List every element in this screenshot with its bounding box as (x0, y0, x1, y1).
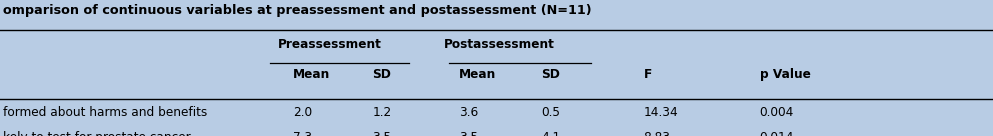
Text: 1.2: 1.2 (372, 106, 391, 119)
Text: F: F (643, 68, 651, 81)
Text: 7.3: 7.3 (293, 131, 312, 136)
Text: Mean: Mean (293, 68, 331, 81)
Text: 4.1: 4.1 (541, 131, 560, 136)
Text: 0.004: 0.004 (760, 106, 794, 119)
Text: 3.6: 3.6 (459, 106, 478, 119)
Text: kely to test for prostate cancer: kely to test for prostate cancer (3, 131, 191, 136)
Text: Preassessment: Preassessment (278, 38, 381, 51)
Text: formed about harms and benefits: formed about harms and benefits (3, 106, 208, 119)
Text: Mean: Mean (459, 68, 496, 81)
Text: 0.014: 0.014 (760, 131, 794, 136)
Text: 3.5: 3.5 (459, 131, 478, 136)
Text: 2.0: 2.0 (293, 106, 312, 119)
Text: SD: SD (541, 68, 560, 81)
Text: Postassessment: Postassessment (444, 38, 555, 51)
Text: omparison of continuous variables at preassessment and postassessment (N=11): omparison of continuous variables at pre… (3, 4, 592, 17)
Text: 0.5: 0.5 (541, 106, 560, 119)
Text: 14.34: 14.34 (643, 106, 678, 119)
Text: SD: SD (372, 68, 391, 81)
Text: 3.5: 3.5 (372, 131, 391, 136)
Text: p Value: p Value (760, 68, 810, 81)
Text: 8.83: 8.83 (643, 131, 670, 136)
